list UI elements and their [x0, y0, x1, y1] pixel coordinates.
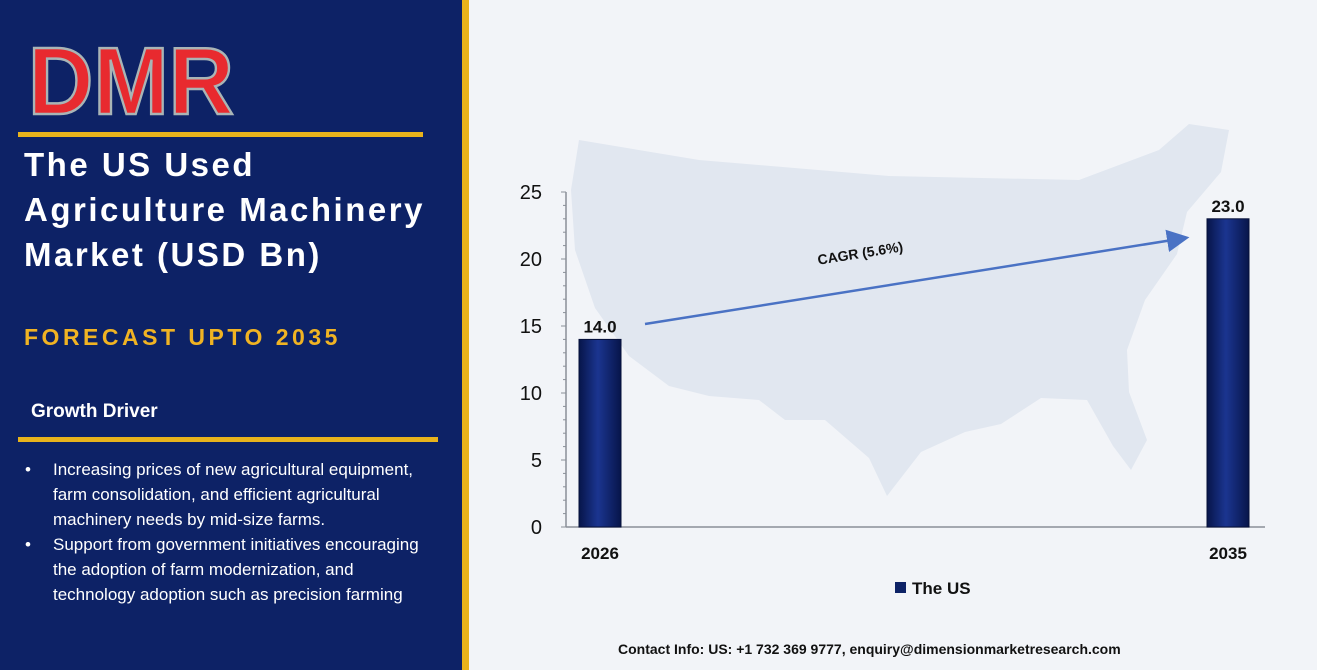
- bar-2026: [578, 338, 622, 528]
- bar-2035: [1206, 218, 1250, 528]
- y-tick-label: 0: [531, 517, 542, 539]
- contact-info: Contact Info: US: +1 732 369 9777, enqui…: [618, 641, 1121, 657]
- y-tick-label: 5: [531, 450, 542, 472]
- data-label: 14.0: [583, 317, 616, 336]
- chart-panel: 0 5 10 15 20 25 14.0 2026 23.0 2035 CAGR (5.6%) …: [469, 0, 1317, 670]
- us-map-background: [571, 124, 1229, 496]
- growth-driver-item: Support from government initiatives enco…: [22, 532, 422, 607]
- dmr-logo: DMR: [28, 36, 235, 122]
- x-tick-label: 2035: [1209, 544, 1247, 563]
- x-tick-label: 2026: [581, 544, 619, 563]
- legend-swatch: [895, 582, 906, 593]
- cagr-arrow: [644, 229, 1190, 326]
- y-tick-label: 20: [520, 249, 542, 271]
- growth-driver-item: Increasing prices of new agricultural eq…: [22, 457, 422, 532]
- report-title: The US Used Agriculture Machinery Market…: [24, 146, 425, 273]
- y-tick-label: 25: [520, 182, 542, 204]
- data-label: 23.0: [1211, 197, 1244, 216]
- logo-text: DMR: [28, 36, 234, 122]
- growth-driver-list: Increasing prices of new agricultural eq…: [22, 457, 422, 607]
- y-tick-label: 10: [520, 383, 542, 405]
- left-info-panel: DMR The US Used Agriculture Machinery Ma…: [0, 0, 462, 670]
- legend-label: The US: [912, 579, 971, 598]
- growth-driver-label: Growth Driver: [31, 401, 158, 422]
- gold-separator-stripe: [462, 0, 469, 670]
- y-tick-label: 15: [520, 316, 542, 338]
- title-divider: [18, 132, 423, 137]
- report-subtitle: FORECAST UPTO 2035: [24, 324, 341, 350]
- growth-driver-divider: [18, 437, 438, 442]
